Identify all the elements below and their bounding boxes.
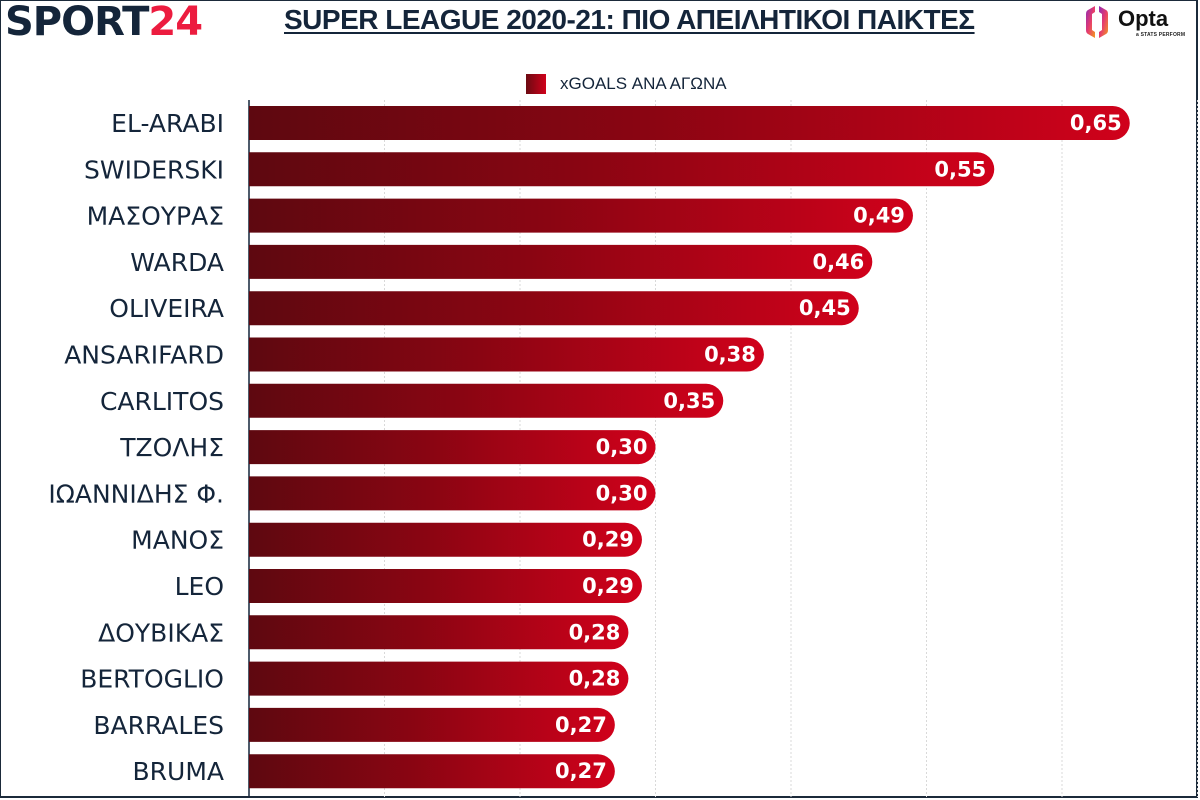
bar [249, 198, 913, 233]
category-label: CARLITOS [100, 387, 224, 416]
logo-sport: SPORT [5, 0, 149, 45]
bar [249, 383, 724, 418]
legend-label: xGOALS ΑΝΑ ΑΓΩΝΑ [560, 74, 727, 93]
legend: xGOALS ΑΝΑ ΑΓΩΝΑ [526, 74, 727, 94]
value-labels: 0,65 0,55 0,49 0,46 0,45 0,38 0,35 0,30 0,30 0,29… [555, 111, 1122, 783]
opta-logo: Opta a STATS PERFORM [1084, 4, 1196, 42]
category-label: BERTOGLIO [80, 665, 224, 694]
chart-title: SUPER LEAGUE 2020-21: ΠΙΟ ΑΠΕΙΛΗΤΙΚΟΙ ΠΑ… [284, 4, 975, 35]
value-label: 0,35 [663, 389, 715, 413]
bar [249, 106, 1130, 140]
bar [249, 476, 656, 511]
value-label: 0,55 [934, 157, 986, 181]
category-labels: EL-ARABI SWIDERSKI ΜΑΣΟΥΡΑΣ WARDA OLIVEIRA AN… [48, 109, 224, 786]
category-label: ΤΖΟΛΗΣ [119, 433, 224, 462]
bar [249, 522, 642, 557]
category-label: ΙΩΑΝΝΙΔΗΣ Φ. [48, 479, 224, 508]
bar [249, 430, 656, 465]
opta-mark-icon [1086, 6, 1108, 38]
category-label: ΔΟΥΒΙΚΑΣ [98, 618, 224, 647]
category-label: EL-ARABI [111, 109, 224, 138]
opta-text: Opta [1118, 6, 1169, 31]
bar [249, 291, 859, 326]
value-label: 0,27 [555, 713, 607, 737]
value-label: 0,27 [555, 759, 607, 783]
value-label: 0,29 [582, 574, 634, 598]
category-label: ΜΑΝΟΣ [131, 526, 224, 555]
bar [249, 337, 764, 372]
logo-24: 24 [148, 0, 203, 45]
value-label: 0,28 [569, 667, 621, 691]
value-label: 0,45 [799, 296, 851, 320]
category-label: BARRALES [93, 711, 224, 740]
value-label: 0,29 [582, 528, 634, 552]
category-label: WARDA [130, 248, 224, 277]
bar [249, 569, 642, 603]
value-label: 0,28 [569, 620, 621, 644]
category-label: ANSARIFARD [64, 341, 224, 370]
value-label: 0,30 [596, 481, 648, 505]
bar [249, 244, 873, 279]
bars [249, 106, 1130, 789]
bar [249, 754, 615, 789]
value-label: 0,65 [1070, 111, 1122, 135]
category-label: ΜΑΣΟΥΡΑΣ [87, 202, 224, 231]
bar [249, 152, 995, 187]
bar [249, 615, 629, 650]
sport24-logo: SPORT24 [5, 0, 203, 45]
category-label: SWIDERSKI [84, 155, 224, 184]
category-label: LEO [175, 572, 224, 601]
bar [249, 661, 629, 696]
legend-swatch [526, 74, 546, 94]
value-label: 0,46 [812, 250, 864, 274]
opta-subtext: a STATS PERFORM [1136, 32, 1186, 38]
category-label: BRUMA [133, 757, 225, 786]
value-label: 0,30 [596, 435, 648, 459]
bar [249, 707, 615, 742]
value-label: 0,38 [704, 343, 756, 367]
category-label: OLIVEIRA [109, 294, 224, 323]
value-label: 0,49 [853, 204, 905, 228]
